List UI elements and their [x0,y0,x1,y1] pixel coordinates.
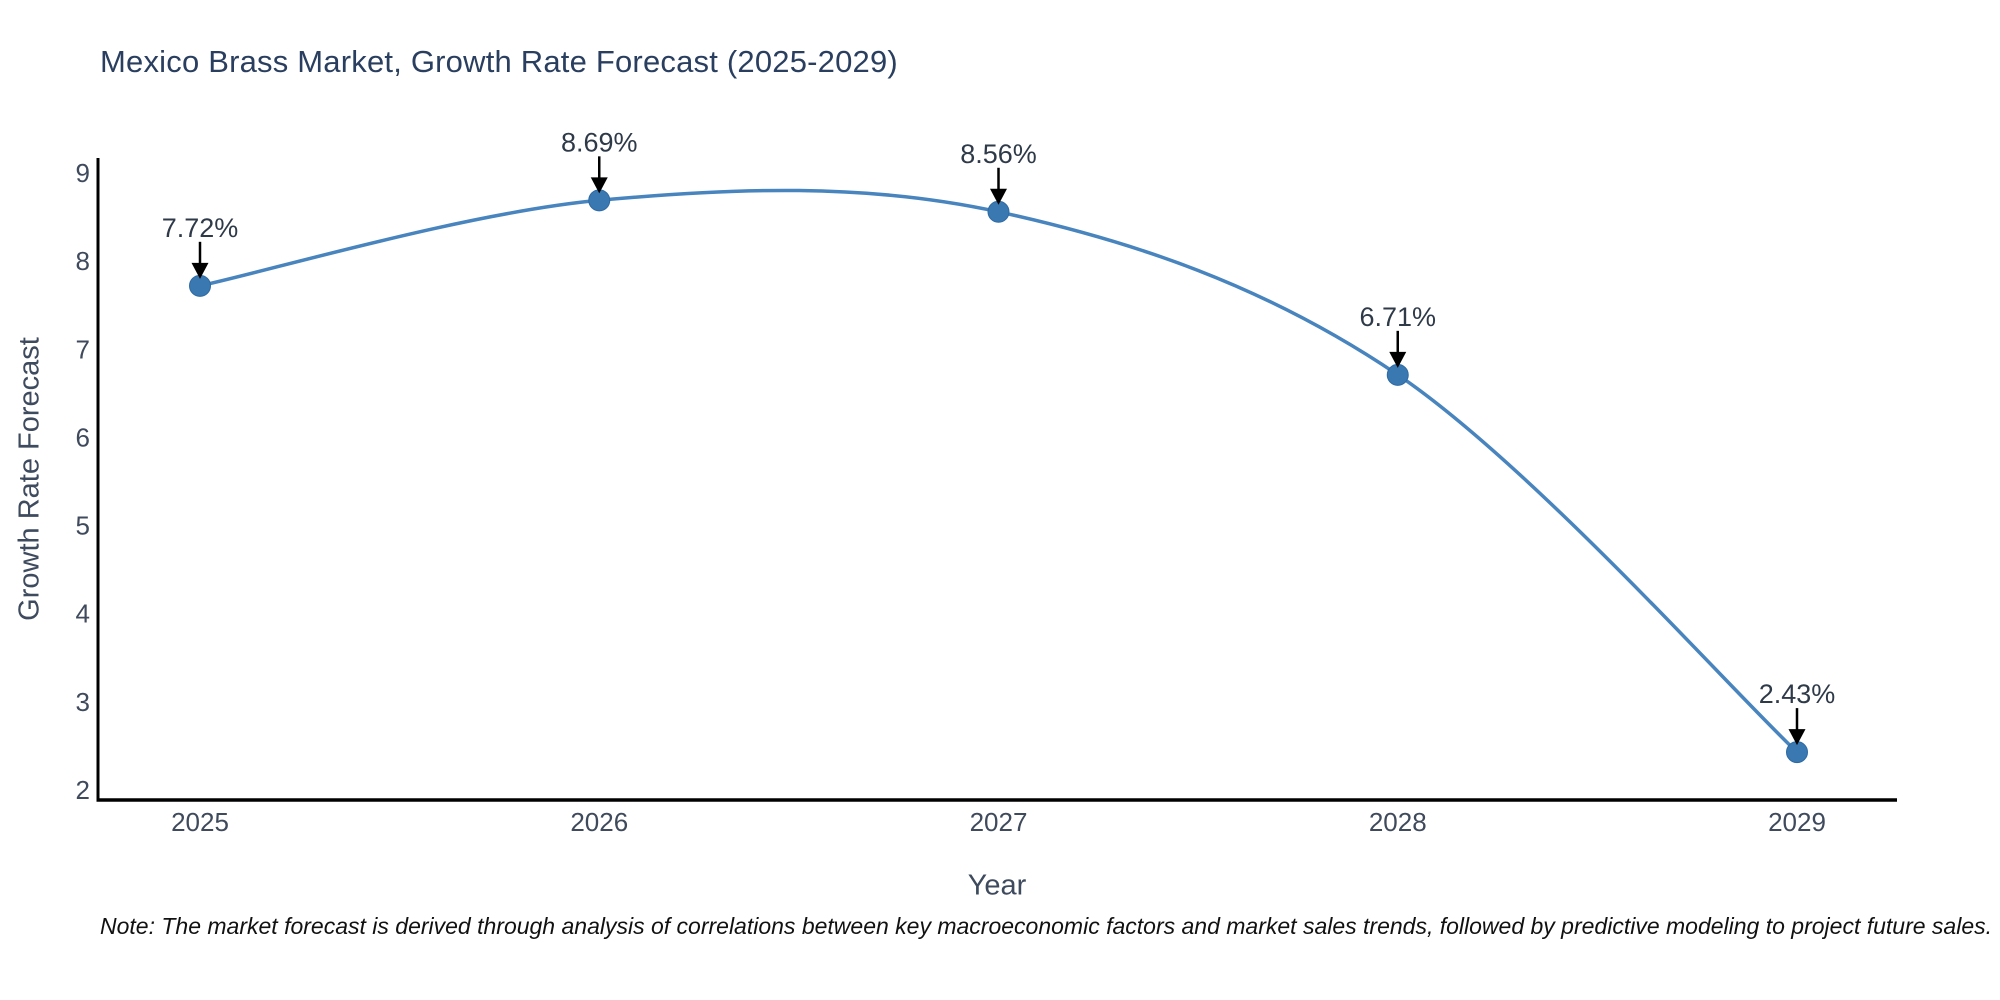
y-tick-label: 6 [76,422,90,452]
y-axis-title: Growth Rate Forecast [13,337,46,621]
x-axis-title: Year [967,869,1027,902]
forecast-line [198,188,1799,754]
point-value-label: 8.56% [960,139,1037,169]
annotation-arrowhead-icon [1788,729,1806,746]
x-tick-label: 2026 [570,807,628,837]
y-tick-label: 5 [76,511,90,541]
y-tick-label: 4 [76,599,90,629]
footnote: Note: The market forecast is derived thr… [100,913,1993,939]
point-value-label: 6.71% [1359,302,1436,332]
x-tick-label: 2025 [171,807,229,837]
x-tick-label: 2029 [1768,807,1826,837]
y-tick-label: 9 [76,158,90,188]
point-value-label: 8.69% [561,127,638,157]
chart-title: Mexico Brass Market, Growth Rate Forecas… [100,44,898,79]
annotation-arrowhead-icon [590,177,608,194]
point-value-label: 2.43% [1759,679,1836,709]
y-tick-label: 7 [76,334,90,364]
annotation-arrowhead-icon [1389,351,1407,368]
annotation-arrowhead-icon [990,188,1007,205]
y-tick-label: 3 [76,687,90,717]
y-tick-label: 8 [76,246,90,276]
y-tick-label: 2 [76,775,90,805]
x-tick-label: 2027 [970,807,1028,837]
point-value-label: 7.72% [162,213,239,243]
x-tick-label: 2028 [1369,807,1427,837]
annotation-arrowhead-icon [191,262,209,279]
